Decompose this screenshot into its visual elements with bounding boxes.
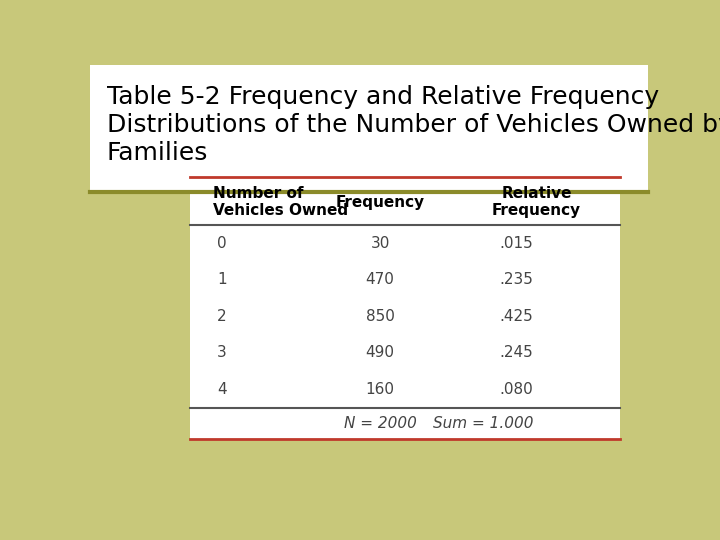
FancyBboxPatch shape xyxy=(90,65,648,192)
Text: N = 2000: N = 2000 xyxy=(343,416,417,431)
Text: .235: .235 xyxy=(500,272,534,287)
Text: Sum = 1.000: Sum = 1.000 xyxy=(433,416,534,431)
Text: Frequency: Frequency xyxy=(336,194,425,210)
Text: 1: 1 xyxy=(217,272,227,287)
Text: 2: 2 xyxy=(217,309,227,324)
Text: Table 5-2 Frequency and Relative Frequency
Distributions of the Number of Vehicl: Table 5-2 Frequency and Relative Frequen… xyxy=(107,85,720,165)
Text: 160: 160 xyxy=(366,382,395,397)
Text: 490: 490 xyxy=(366,346,395,360)
Text: .425: .425 xyxy=(500,309,534,324)
FancyBboxPatch shape xyxy=(190,177,620,439)
Text: .080: .080 xyxy=(500,382,534,397)
Text: .245: .245 xyxy=(500,346,534,360)
Text: 4: 4 xyxy=(217,382,227,397)
Text: Number of
Vehicles Owned: Number of Vehicles Owned xyxy=(213,186,348,218)
Text: 0: 0 xyxy=(217,235,227,251)
Text: .015: .015 xyxy=(500,235,534,251)
Text: 3: 3 xyxy=(217,346,227,360)
Text: 470: 470 xyxy=(366,272,395,287)
Text: 30: 30 xyxy=(371,235,390,251)
Text: Relative
Frequency: Relative Frequency xyxy=(492,186,581,218)
Text: 850: 850 xyxy=(366,309,395,324)
